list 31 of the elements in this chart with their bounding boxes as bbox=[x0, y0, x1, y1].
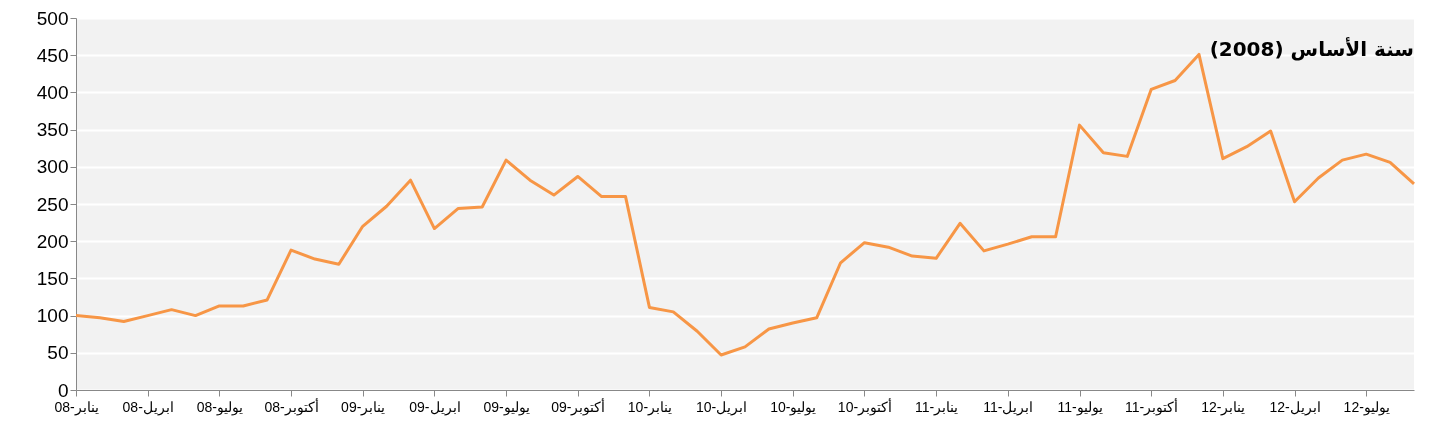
y-tick-label: 500 bbox=[36, 7, 69, 29]
x-tick-label: ابريل-08 bbox=[122, 398, 174, 416]
x-tick-label: ينابر-08 bbox=[54, 398, 99, 416]
x-tick-label: ابريل-10 bbox=[695, 398, 748, 416]
x-tick-label: يوليو-09 bbox=[483, 398, 530, 416]
x-tick-label: ينابر-11 bbox=[915, 398, 959, 416]
x-tick-label: يوليو-10 bbox=[770, 398, 817, 416]
y-tick-label: 100 bbox=[36, 305, 69, 327]
y-tick-label: 50 bbox=[47, 342, 69, 364]
x-tick-label: يوليو-08 bbox=[196, 398, 243, 416]
y-tick-label: 150 bbox=[36, 267, 69, 289]
annotation: سنة الأساس (2008) bbox=[1209, 36, 1414, 61]
y-tick-label: 350 bbox=[36, 119, 69, 141]
y-tick-label: 200 bbox=[36, 230, 69, 252]
x-tick-label: أكتوبر-11 bbox=[1125, 396, 1179, 416]
x-tick-label: أكتوبر-09 bbox=[551, 396, 606, 416]
y-tick-label: 450 bbox=[36, 44, 69, 66]
y-tick-label: 0 bbox=[57, 379, 69, 401]
x-tick-label: ينابر-10 bbox=[627, 398, 673, 416]
y-tick-label: 300 bbox=[36, 156, 69, 178]
x-tick-label: ابريل-11 bbox=[983, 398, 1034, 416]
x-tick-label: ينابر-12 bbox=[1201, 398, 1246, 416]
x-tick-label: يوليو-12 bbox=[1343, 398, 1390, 416]
x-tick-label: يوليو-11 bbox=[1057, 398, 1103, 416]
x-tick-label: أكتوبر-08 bbox=[264, 396, 319, 416]
x-tick-label: ينابر-09 bbox=[341, 398, 386, 416]
y-tick-label: 400 bbox=[36, 81, 69, 103]
x-tick-label: أكتوبر-10 bbox=[837, 396, 893, 416]
x-tick-label: ابريل-12 bbox=[1269, 398, 1321, 416]
x-tick-label: ابريل-09 bbox=[409, 398, 461, 416]
y-tick-label: 250 bbox=[36, 193, 69, 215]
